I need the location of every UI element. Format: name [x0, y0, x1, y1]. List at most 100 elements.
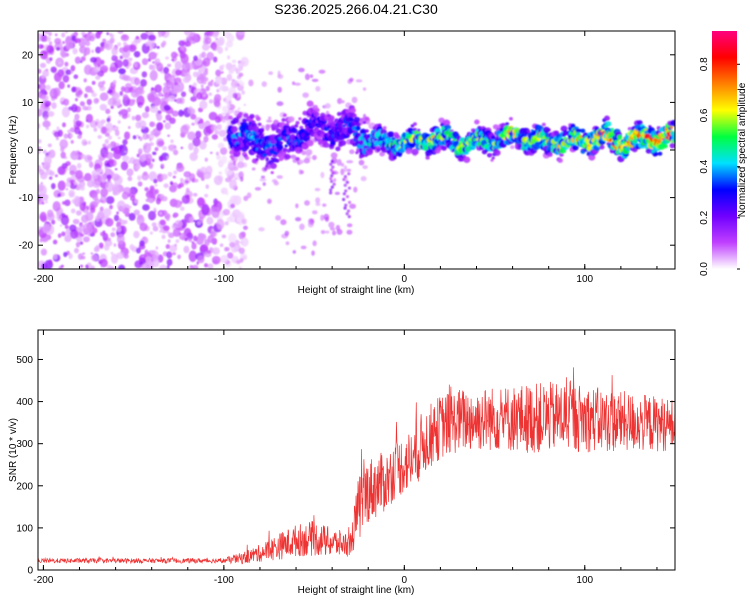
heatmap-noise-cell: [156, 122, 164, 131]
heatmap-noise-cell: [110, 105, 114, 110]
heatmap-noise-cell: [61, 51, 67, 59]
heatmap-noise-cell: [220, 71, 224, 74]
heatmap-noise-cell: [197, 221, 201, 225]
heatmap-noise-cell: [149, 231, 153, 235]
heatmap-noise-cell: [171, 224, 177, 230]
heatmap-faint-cell: [239, 234, 243, 240]
heatmap-noise-cell: [40, 44, 45, 49]
heatmap-noise-cell: [41, 162, 45, 166]
figure-title: S236.2025.266.04.21.C30: [274, 1, 438, 17]
heatmap-cells: [38, 31, 675, 269]
heatmap-noise-cell: [128, 205, 132, 209]
heatmap-noise-cell: [93, 97, 99, 104]
heatmap-faint-cell: [302, 92, 309, 98]
heatmap-noise-cell: [174, 81, 178, 86]
heatmap-noise-cell: [130, 195, 136, 202]
x-tick-label: -100: [214, 274, 234, 285]
heatmap-noise-cell: [195, 130, 202, 139]
heatmap-signal-cell: [616, 134, 623, 140]
heatmap-noise-cell: [220, 255, 229, 264]
heatmap-noise-cell: [82, 105, 87, 111]
heatmap-noise-cell: [234, 67, 239, 72]
heatmap-noise-cell: [99, 92, 109, 102]
heatmap-noise-cell: [162, 40, 167, 46]
heatmap-faint-cell: [276, 101, 284, 107]
heatmap-noise-cell: [166, 265, 170, 269]
heatmap-noise-cell: [199, 140, 207, 150]
heatmap-faint-cell: [275, 215, 282, 221]
heatmap-faint-cell: [329, 227, 336, 231]
heatmap-faint-cell: [330, 174, 334, 178]
heatmap-signal-cell: [255, 116, 261, 122]
heatmap-faint-cell: [276, 175, 283, 179]
heatmap-noise-cell: [203, 70, 209, 76]
heatmap-noise-cell: [138, 148, 143, 153]
heatmap-noise-cell: [85, 113, 94, 123]
heatmap-signal-cell: [349, 118, 354, 122]
heatmap-faint-cell: [329, 162, 333, 166]
heatmap-signal-cell: [279, 141, 283, 145]
heatmap-signal-cell: [352, 143, 357, 147]
heatmap-signal-cell: [275, 158, 280, 163]
heatmap-faint-cell: [265, 156, 269, 160]
heatmap-noise-cell: [216, 218, 225, 230]
heatmap-faint-cell: [232, 160, 237, 166]
heatmap-noise-cell: [50, 66, 57, 73]
heatmap-noise-cell: [180, 146, 184, 150]
heatmap-noise-cell: [226, 73, 233, 82]
heatmap-noise-cell: [179, 232, 186, 241]
heatmap-signal-cell: [328, 115, 335, 121]
heatmap-noise-cell: [65, 39, 74, 50]
heatmap-noise-cell: [132, 200, 135, 204]
heatmap-signal-cell: [299, 125, 304, 130]
heatmap-noise-cell: [229, 179, 237, 190]
heatmap-noise-cell: [79, 202, 86, 212]
heatmap-noise-cell: [180, 124, 189, 135]
heatmap-noise-cell: [225, 100, 229, 103]
heatmap-noise-cell: [199, 244, 209, 252]
heatmap-faint-cell: [351, 96, 358, 104]
heatmap-faint-cell: [265, 164, 269, 168]
heatmap-noise-cell: [163, 104, 171, 111]
x-tick-label: -200: [33, 575, 53, 586]
heatmap-noise-cell: [58, 214, 62, 220]
heatmap-faint-cell: [258, 227, 265, 232]
heatmap-noise-cell: [148, 187, 157, 199]
heatmap-noise-cell: [111, 227, 116, 232]
heatmap-noise-cell: [103, 244, 110, 251]
heatmap-noise-cell: [117, 42, 121, 47]
heatmap-noise-cell: [73, 195, 81, 205]
heatmap-signal-cell: [599, 144, 605, 150]
heatmap-signal-cell: [541, 122, 546, 127]
heatmap-noise-cell: [63, 251, 68, 258]
heatmap-faint-cell: [347, 215, 351, 219]
heatmap-noise-cell: [106, 32, 110, 36]
heatmap-noise-cell: [148, 210, 157, 221]
heatmap-noise-cell: [106, 143, 113, 149]
heatmap-signal-cell: [387, 131, 395, 138]
heatmap-signal-cell: [351, 113, 357, 118]
heatmap-noise-cell: [65, 188, 69, 191]
heatmap-noise-cell: [61, 231, 66, 237]
heatmap-noise-cell: [112, 54, 115, 58]
heatmap-noise-cell: [80, 186, 85, 191]
heatmap-noise-cell: [134, 198, 139, 204]
heatmap-faint-cell: [349, 77, 354, 82]
heatmap-noise-cell: [41, 262, 48, 269]
heatmap-signal-cell: [463, 156, 471, 163]
heatmap-signal-cell: [324, 103, 331, 109]
heatmap-noise-cell: [127, 176, 133, 182]
heatmap-faint-cell: [337, 97, 343, 105]
heatmap-noise-cell: [98, 242, 104, 249]
heatmap-noise-cell: [38, 226, 42, 230]
heatmap-faint-cell: [292, 81, 296, 86]
heatmap-faint-cell: [251, 167, 256, 171]
heatmap-noise-cell: [116, 211, 119, 215]
heatmap-signal-cell: [474, 119, 480, 125]
heatmap-noise-cell: [102, 208, 112, 217]
heatmap-noise-cell: [46, 209, 54, 218]
heatmap-noise-cell: [48, 149, 56, 159]
heatmap-noise-cell: [54, 33, 58, 37]
heatmap-noise-cell: [150, 130, 155, 136]
heatmap-faint-cell: [332, 182, 336, 186]
